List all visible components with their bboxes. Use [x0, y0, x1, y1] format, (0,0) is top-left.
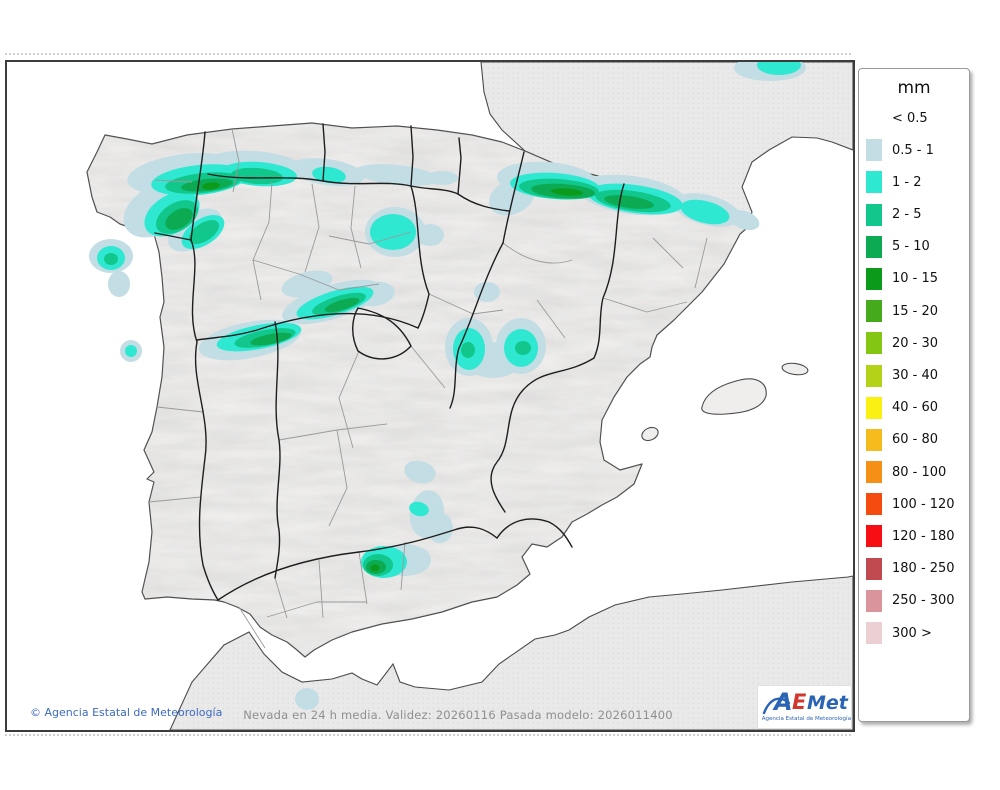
legend-swatch: [866, 364, 882, 387]
legend-row: 80 - 100: [866, 461, 969, 484]
legend-row: 5 - 10: [866, 235, 969, 258]
legend-row: 30 - 40: [866, 364, 969, 387]
africa-landmass: [169, 575, 853, 730]
graticule-ticks-top: [5, 53, 851, 55]
legend-swatch: [866, 396, 882, 419]
legend-swatch: [866, 493, 882, 516]
legend-label: 120 - 180: [892, 528, 955, 544]
legend-label: 80 - 100: [892, 464, 947, 480]
legend-label: 100 - 120: [892, 496, 955, 512]
aemet-logo-mark: A E Met: [762, 688, 849, 716]
legend-row: 10 - 15: [866, 267, 969, 290]
legend-row: 300 >: [866, 622, 969, 644]
legend-label: 180 - 250: [892, 561, 955, 577]
legend-swatch: [866, 461, 882, 484]
svg-text:E: E: [792, 690, 807, 714]
legend-row: 2 - 5: [866, 203, 969, 226]
svg-text:A: A: [772, 688, 793, 716]
aemet-logo-subtitle: Agencia Estatal de Meteorología: [761, 715, 851, 722]
legend-label: 5 - 10: [892, 239, 930, 255]
aemet-logo: A E Met Agencia Estatal de Meteorología: [757, 685, 852, 729]
legend-panel: mm < 0.5 0.5 - 1 1 - 2 2 - 5 5 - 10 10 - 15 15…: [858, 68, 970, 722]
legend-label: 15 - 20: [892, 303, 939, 319]
legend-label: 2 - 5: [892, 207, 922, 223]
legend-row: 100 - 120: [866, 493, 969, 516]
spain-snowfall-map: [7, 62, 853, 730]
legend-swatch: [866, 203, 882, 226]
legend-swatch-empty: [866, 107, 882, 129]
legend-label: < 0.5: [892, 110, 928, 126]
balearic-islands: [641, 362, 809, 442]
legend-swatch: [866, 557, 882, 580]
legend-row: 120 - 180: [866, 525, 969, 548]
province-borders: [148, 128, 708, 649]
legend-row: 0.5 - 1: [866, 139, 969, 162]
legend-label: 40 - 60: [892, 400, 939, 416]
model-run-caption: Nevada en 24 h media. Validez: 20260116 …: [243, 708, 673, 722]
legend-swatch: [866, 267, 882, 290]
legend-swatch: [866, 235, 882, 258]
graticule-ticks-bottom: [5, 734, 851, 736]
legend-label: 300 >: [892, 625, 932, 641]
legend-label: 250 - 300: [892, 593, 955, 609]
legend-label: 30 - 40: [892, 368, 939, 383]
svg-text:Met: Met: [807, 692, 849, 714]
legend-swatch: [866, 171, 882, 194]
legend-swatch: [866, 622, 882, 644]
legend-row: 250 - 300: [866, 589, 969, 612]
legend-row: 40 - 60: [866, 396, 969, 419]
legend-row: 60 - 80: [866, 428, 969, 451]
legend-row: 15 - 20: [866, 300, 969, 323]
legend-swatch: [866, 332, 882, 355]
legend-swatch: [866, 525, 882, 548]
legend-row: 1 - 2: [866, 171, 969, 194]
legend-swatch: [866, 589, 882, 612]
region-borders: [154, 123, 625, 601]
legend-label: 60 - 80: [892, 432, 939, 448]
legend-row: 20 - 30: [866, 332, 969, 355]
legend-title: mm: [897, 78, 931, 98]
legend-swatch: [866, 139, 882, 162]
legend-rows: < 0.5 0.5 - 1 1 - 2 2 - 5 5 - 10 10 - 15 15 - …: [859, 107, 969, 644]
legend-label: 1 - 2: [892, 174, 922, 190]
legend-label: 10 - 15: [892, 271, 939, 287]
snow-layer-10-15mm: [202, 182, 583, 572]
legend-label: 20 - 30: [892, 335, 939, 351]
legend-swatch: [866, 428, 882, 451]
legend-label: 0.5 - 1: [892, 142, 934, 158]
legend-swatch: [866, 300, 882, 323]
map-frame: © Agencia Estatal de Meteorología Nevada…: [5, 60, 855, 732]
legend-row: 180 - 250: [866, 557, 969, 580]
legend-row: < 0.5: [866, 107, 969, 129]
copyright-attribution: © Agencia Estatal de Meteorología: [30, 706, 223, 719]
